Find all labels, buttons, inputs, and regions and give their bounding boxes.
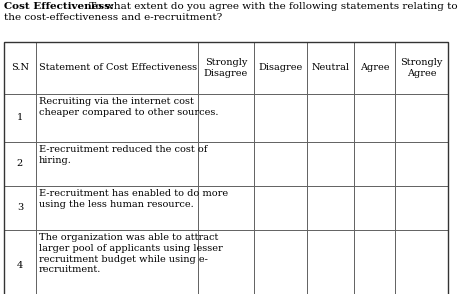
Bar <box>254 142 307 186</box>
Bar <box>307 94 354 142</box>
Bar <box>198 186 254 230</box>
Text: Statement of Cost Effectiveness: Statement of Cost Effectiveness <box>39 64 197 73</box>
Bar <box>354 186 395 230</box>
Bar <box>4 42 36 94</box>
Bar <box>4 94 36 142</box>
Bar <box>254 186 307 230</box>
Text: 3: 3 <box>17 203 23 213</box>
Bar <box>36 94 198 142</box>
Text: the cost-effectiveness and e-recruitment?: the cost-effectiveness and e-recruitment… <box>4 13 222 22</box>
Bar <box>198 142 254 186</box>
Bar <box>4 230 36 294</box>
Bar <box>254 94 307 142</box>
Bar <box>354 42 395 94</box>
Text: Cost Effectiveness:: Cost Effectiveness: <box>4 2 114 11</box>
Bar <box>354 94 395 142</box>
Text: Agree: Agree <box>360 64 389 73</box>
Bar <box>198 230 254 294</box>
Text: S.N: S.N <box>11 64 29 73</box>
Bar <box>4 142 36 186</box>
Text: Neutral: Neutral <box>311 64 349 73</box>
Text: Strongly
Agree: Strongly Agree <box>401 58 443 78</box>
Text: Recruiting via the internet cost
cheaper compared to other sources.: Recruiting via the internet cost cheaper… <box>39 97 219 117</box>
Bar <box>395 42 448 94</box>
Bar <box>354 142 395 186</box>
Text: To what extent do you agree with the following statements relating to: To what extent do you agree with the fol… <box>86 2 457 11</box>
Bar <box>307 42 354 94</box>
Bar <box>36 42 198 94</box>
Bar <box>198 94 254 142</box>
Text: E-recruitment reduced the cost of
hiring.: E-recruitment reduced the cost of hiring… <box>39 145 207 165</box>
Text: 2: 2 <box>17 160 23 168</box>
Bar <box>395 230 448 294</box>
Text: Disagree: Disagree <box>258 64 302 73</box>
Bar <box>254 42 307 94</box>
Bar <box>395 94 448 142</box>
Bar <box>254 230 307 294</box>
Bar <box>307 142 354 186</box>
Bar <box>307 186 354 230</box>
Bar <box>36 230 198 294</box>
Bar <box>36 186 198 230</box>
Text: 4: 4 <box>17 261 23 270</box>
Bar <box>4 186 36 230</box>
Bar <box>354 230 395 294</box>
Text: Strongly
Disagree: Strongly Disagree <box>204 58 248 78</box>
Bar <box>395 142 448 186</box>
Bar <box>307 230 354 294</box>
Text: E-recruitment has enabled to do more
using the less human resource.: E-recruitment has enabled to do more usi… <box>39 189 228 209</box>
Bar <box>198 42 254 94</box>
Bar <box>395 186 448 230</box>
Text: 1: 1 <box>17 113 23 123</box>
Text: The organization was able to attract
larger pool of applicants using lesser
recr: The organization was able to attract lar… <box>39 233 223 274</box>
Bar <box>36 142 198 186</box>
Bar <box>4 42 448 294</box>
